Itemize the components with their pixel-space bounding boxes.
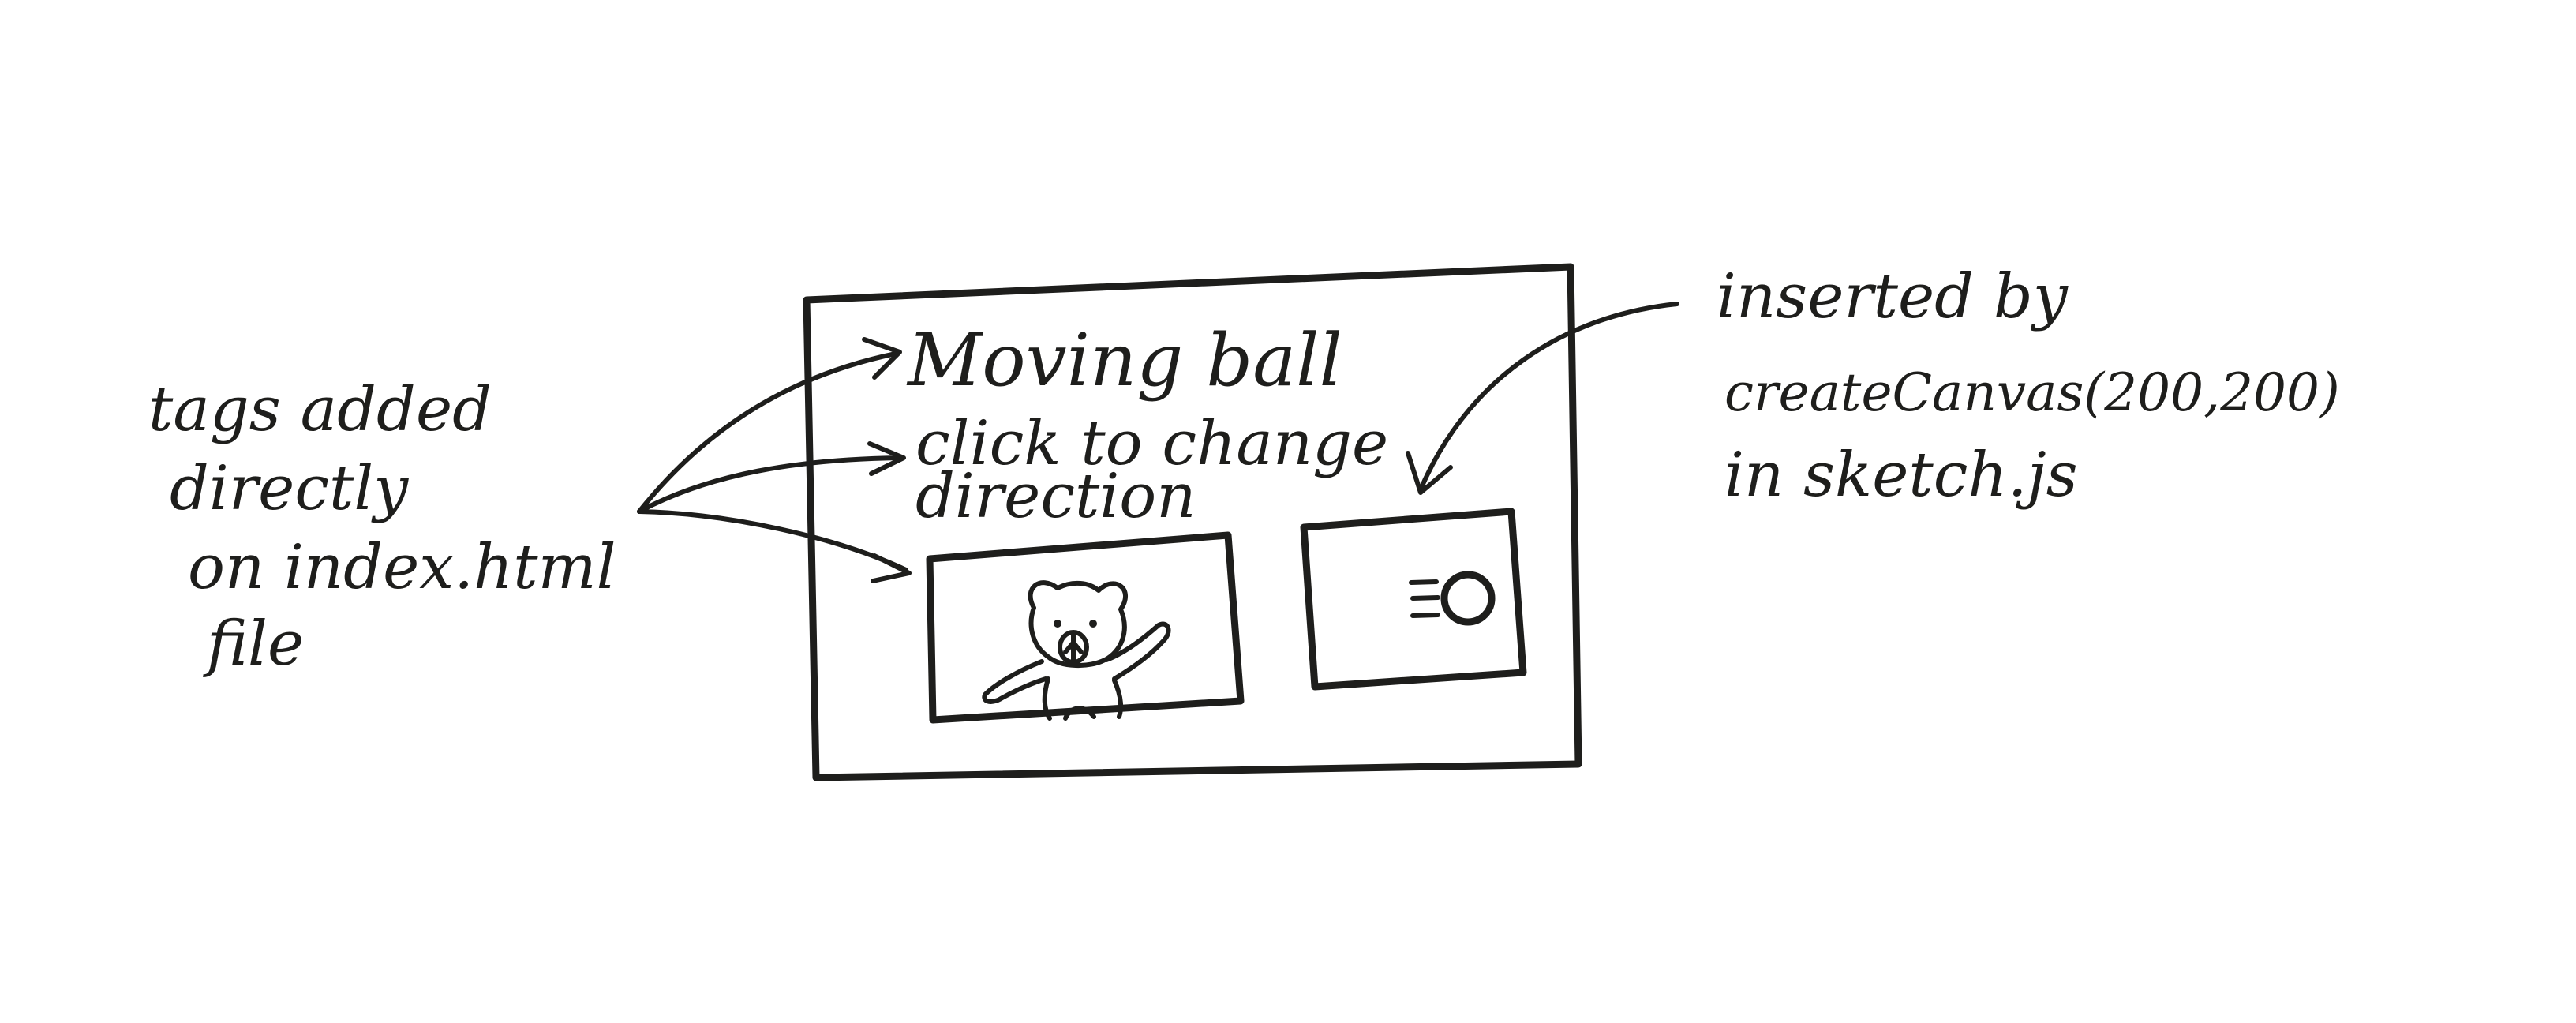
image-frame bbox=[926, 531, 1245, 724]
page-title: Moving ball bbox=[906, 318, 1342, 403]
arrow-to-image bbox=[637, 509, 908, 572]
right-note-line3: in sketch.js bbox=[1724, 440, 2078, 511]
canvas-frame bbox=[1300, 508, 1527, 691]
arrow-to-instruction bbox=[637, 455, 902, 514]
left-annotation: tags added directly on index.html file bbox=[148, 374, 616, 680]
right-arrow bbox=[1406, 302, 1679, 495]
page-frame bbox=[803, 263, 1582, 781]
moving-ball-icon bbox=[1409, 571, 1496, 626]
teddy-bear-icon bbox=[982, 580, 1171, 721]
right-note-line2: createCanvas(200,200) bbox=[1724, 362, 2340, 423]
page-instruction-line1: click to change bbox=[915, 408, 1388, 479]
arrow-to-title bbox=[637, 351, 898, 514]
left-note-line2: directly bbox=[170, 453, 409, 524]
right-annotation: inserted by createCanvas(200,200) in ske… bbox=[1717, 261, 2340, 511]
left-note-line1: tags added bbox=[148, 374, 492, 445]
left-note-line3: on index.html bbox=[188, 532, 616, 603]
left-note-line4: file bbox=[203, 609, 304, 680]
left-arrows bbox=[637, 337, 912, 583]
arrow-to-canvas bbox=[1418, 302, 1679, 492]
page-instruction-line2: direction bbox=[915, 461, 1196, 532]
right-note-line1: inserted by bbox=[1717, 261, 2069, 332]
